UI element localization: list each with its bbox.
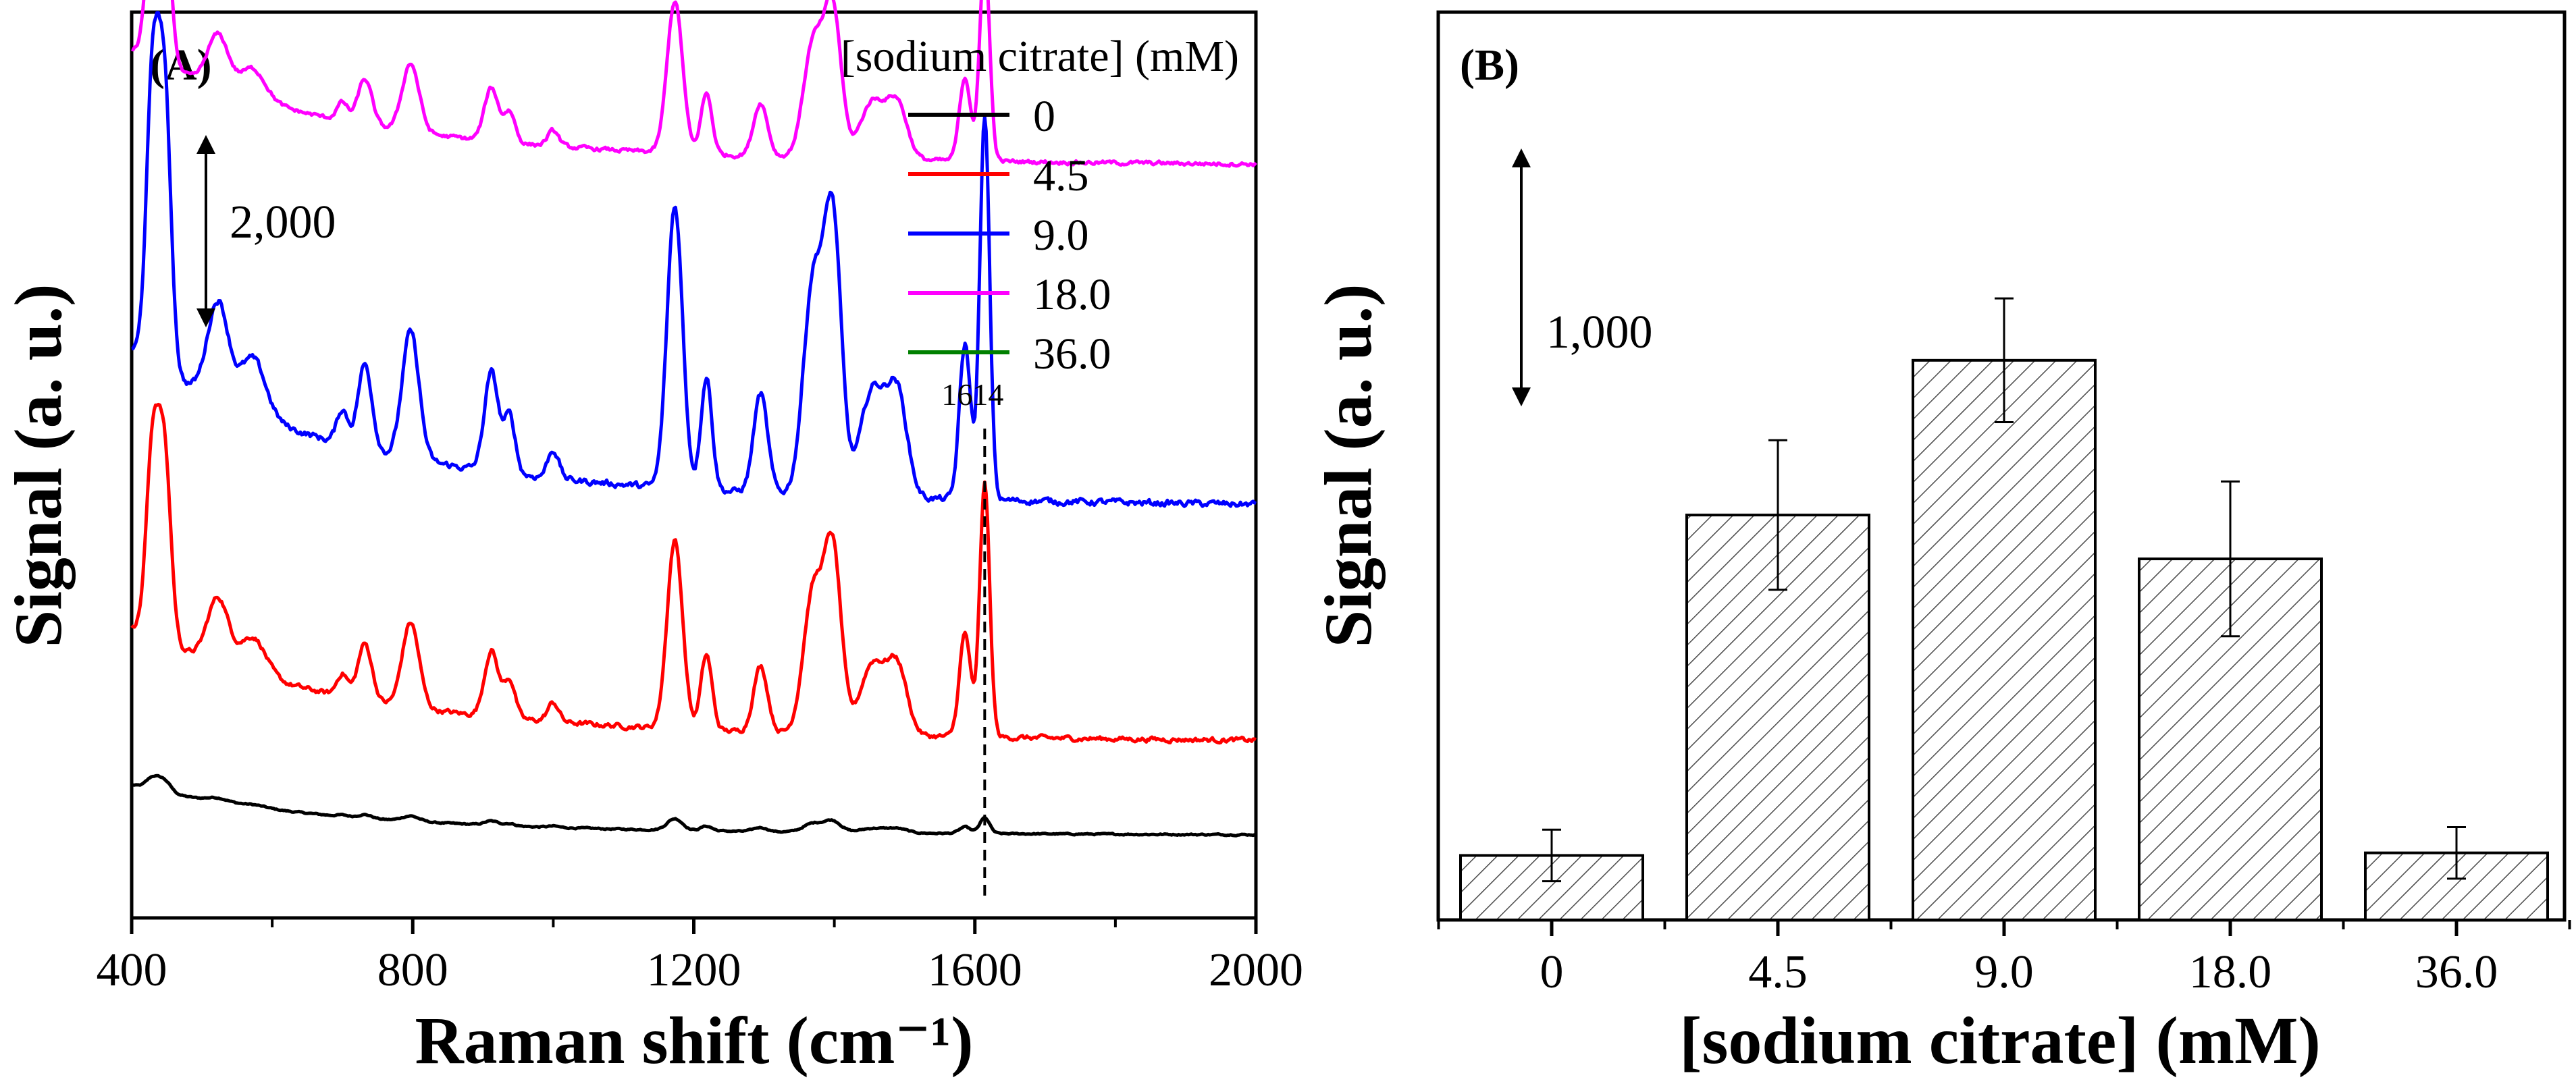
panel-b-x-tick-labels: 0 4.5 9.0 18.0 36.0 [1540,946,2498,998]
panel-a-series-lines [130,0,1257,838]
panel-b-x-axis-label: [sodium citrate] (mM) [1679,1003,2321,1078]
error-bar-9.0 [1995,297,2014,424]
panel-b: (B) 0 4.5 9.0 18.0 36.0 [sodium citrate] (mM… [1311,10,2571,1078]
error-bar-4.5 [1768,439,1787,591]
legend-label-4.5: 4.5 [1033,151,1089,200]
series-line-4.5 [130,402,1257,745]
peak-1614-label: 1614 [941,377,1003,412]
panel-b-scale-bar-label: 1,000 [1546,306,1653,358]
x-tick-label: 36.0 [2415,946,2498,998]
panel-b-scale-bar: 1,000 [1512,148,1653,407]
panel-a: (A) 400 800 1200 1600 2000 Raman shift (cm⁻¹… [1,0,1303,1078]
panel-a-x-tick-labels: 400 800 1200 1600 2000 [97,944,1304,996]
error-bar-18.0 [2221,480,2240,638]
panel-a-x-ticks [130,918,1258,934]
x-tick-label: 4.5 [1748,946,1808,998]
panel-a-scale-bar: 2,000 [196,135,336,327]
legend-title: [sodium citrate] (mM) [841,32,1239,81]
x-tick-label: 1200 [647,944,741,996]
panel-b-y-axis-label: Signal (a. u.) [1311,283,1386,647]
x-tick-label: 2000 [1209,944,1303,996]
x-tick-label: 18.0 [2189,946,2272,998]
panel-b-label: (B) [1460,40,1519,90]
legend-label-36.0: 36.0 [1033,329,1111,379]
x-tick-label: 0 [1540,946,1564,998]
series-line-0 [131,773,1257,838]
x-tick-label: 9.0 [1974,946,2034,998]
legend-label-18.0: 18.0 [1033,270,1111,319]
x-tick-label: 1600 [928,944,1022,996]
error-bar-0 [1542,828,1561,883]
panel-b-x-ticks [1437,920,2571,936]
panel-b-error-bars [1542,297,2466,883]
bar-9.0 [1912,358,2097,921]
panel-b-bars [1459,358,2549,922]
bar-0 [1459,854,1644,922]
legend-label-9.0: 9.0 [1033,211,1089,260]
panel-a-legend: [sodium citrate] (mM) 0 4.5 9.0 18.0 36.0 [841,32,1239,379]
x-tick-label: 400 [97,944,167,996]
panel-a-x-axis-label: Raman shift (cm⁻¹) [415,1003,973,1078]
series-line-9.0 [131,11,1257,508]
error-bar-36.0 [2447,825,2466,880]
legend-label-0: 0 [1033,92,1055,141]
panel-a-y-axis-label: Signal (a. u.) [1,283,76,647]
x-tick-label: 800 [377,944,448,996]
series-line-18.0 [131,0,1257,168]
panel-a-scale-bar-label: 2,000 [230,196,336,248]
